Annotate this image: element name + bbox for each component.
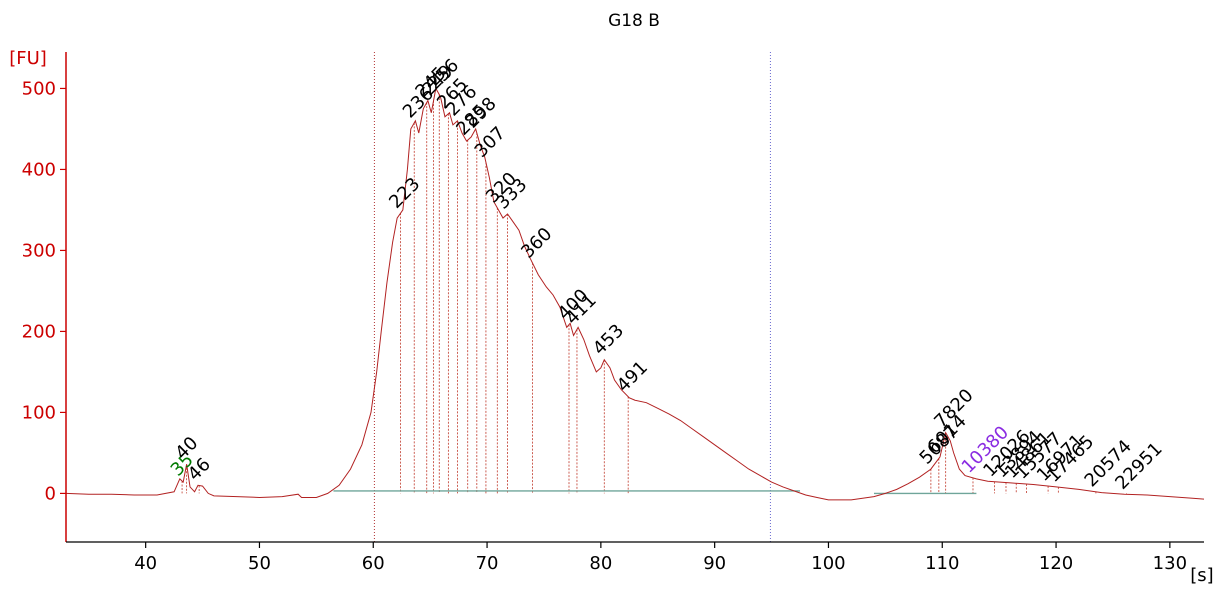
- y-tick-label: 200: [22, 321, 56, 342]
- x-tick-label: 50: [248, 553, 271, 574]
- peak-label: 453: [589, 320, 628, 359]
- y-tick-label: 300: [22, 240, 56, 261]
- chart-title: G18 B: [608, 11, 660, 31]
- x-tick-label: 120: [1039, 553, 1073, 574]
- y-tick-label: 100: [22, 402, 56, 423]
- series-trace: [65, 87, 1205, 501]
- x-tick-label: 100: [811, 553, 845, 574]
- x-axis-ticks: 40 50 60 70 80 90 100 110 120 130: [134, 542, 1187, 574]
- peak-droplines: [181, 94, 1128, 495]
- peak-label: 360: [517, 224, 556, 263]
- y-tick-label: 500: [22, 78, 56, 99]
- x-tick-label: 90: [703, 553, 726, 574]
- axes: [65, 52, 1204, 543]
- x-tick-label: 70: [476, 553, 499, 574]
- y-axis-ticks: 0 100 200 300 400 500: [22, 78, 66, 504]
- y-axis-label: [FU]: [9, 48, 47, 69]
- peak-labels: 3540462232362452492562652762852983073203…: [167, 55, 1167, 494]
- baseline-segments: [333, 490, 977, 495]
- x-tick-label: 130: [1153, 553, 1187, 574]
- peak-label: 491: [613, 357, 652, 396]
- peak-label: 223: [385, 174, 424, 213]
- x-tick-label: 40: [134, 553, 157, 574]
- x-tick-label: 110: [925, 553, 959, 574]
- y-tick-label: 400: [22, 159, 56, 180]
- region-markers: [373, 52, 771, 542]
- x-tick-label: 60: [362, 553, 385, 574]
- x-tick-label: 80: [589, 553, 612, 574]
- x-axis-label: [s]: [1190, 565, 1213, 586]
- y-tick-label: 0: [45, 483, 56, 504]
